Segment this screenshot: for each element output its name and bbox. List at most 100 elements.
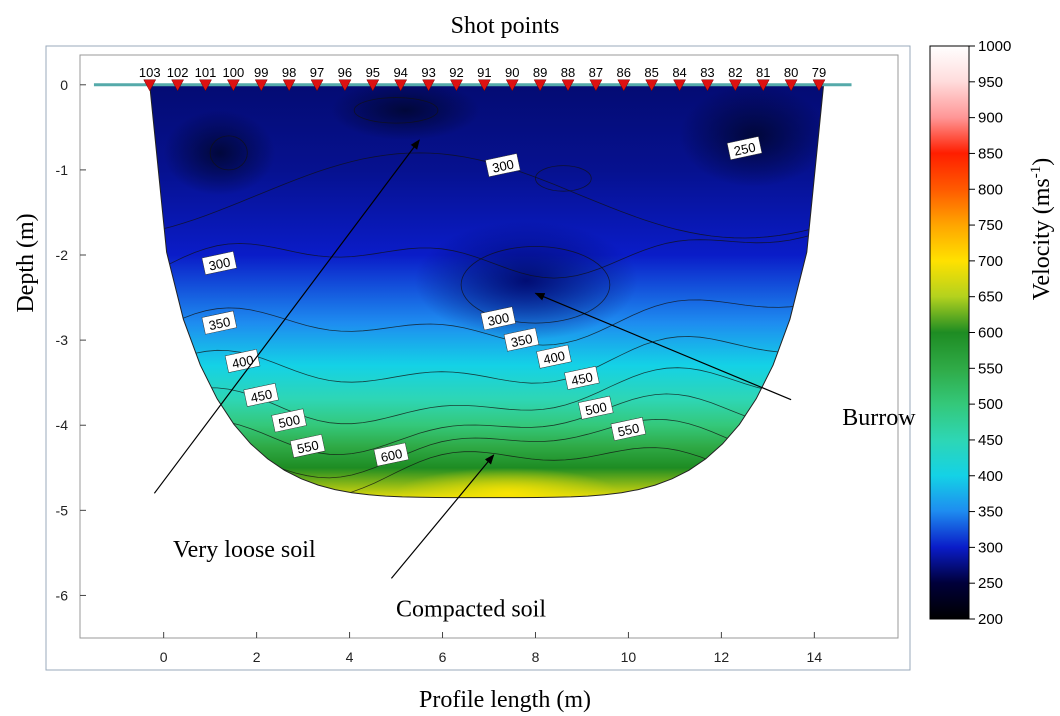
shot-point-label: 84 <box>672 65 686 80</box>
contour-label-text: 550 <box>296 437 320 456</box>
shot-point-marker <box>338 79 352 92</box>
y-tick-label: -1 <box>56 162 69 178</box>
shot-point-marker <box>226 79 240 92</box>
contour-line <box>149 393 824 456</box>
contour-label-box <box>201 251 238 275</box>
shot-point-label: 101 <box>195 65 217 80</box>
colorbar-tick-label: 350 <box>978 504 1003 521</box>
shot-point-marker <box>477 79 491 92</box>
annotation-arrow <box>534 292 792 401</box>
shot-point-label: 91 <box>477 65 491 80</box>
y-tick-label: -6 <box>56 587 69 603</box>
contour-label-text: 400 <box>542 348 566 367</box>
contour-label-text: 450 <box>570 369 594 388</box>
contour-label: 450 <box>243 383 279 407</box>
contour-label: 500 <box>271 408 307 433</box>
low-velocity-zone-west <box>163 110 276 196</box>
x-tick-label: 10 <box>621 649 637 665</box>
shot-point-marker <box>561 79 575 92</box>
shot-point-label: 85 <box>644 65 658 80</box>
shot-point-marker <box>394 79 408 92</box>
shot-point-label: 103 <box>139 65 161 80</box>
shot-point-label: 98 <box>282 65 296 80</box>
annotations: Very loose soil Compacted soil Burrow <box>153 139 916 623</box>
x-tick-label: 14 <box>807 649 823 665</box>
colorbar-tick-label: 600 <box>978 325 1003 342</box>
x-tick-label: 2 <box>253 649 261 665</box>
contour-label-box <box>224 348 261 373</box>
contour-label-box <box>536 344 572 369</box>
contour-label: 350 <box>503 327 540 352</box>
contour-label-box <box>271 408 307 433</box>
contour-loop <box>460 246 611 324</box>
colorbar-tick-label: 200 <box>978 611 1003 628</box>
section-outline <box>149 84 825 499</box>
contour-label-text: 500 <box>277 412 301 431</box>
colorbar-tick-label: 750 <box>978 217 1003 234</box>
shot-point-label: 83 <box>700 65 714 80</box>
colorbar-tick-label: 550 <box>978 360 1003 377</box>
shot-point-marker <box>143 79 157 92</box>
shot-point-label: 88 <box>561 65 575 80</box>
velocity-section <box>149 84 824 498</box>
annotation-label: Compacted soil <box>396 597 546 623</box>
shot-point-marker <box>673 79 686 92</box>
burrow-anomaly <box>414 220 638 341</box>
contour-label: 600 <box>373 442 410 467</box>
shot-point-label: 99 <box>254 65 268 80</box>
annotation-arrow <box>390 454 495 579</box>
shot-point-label: 96 <box>338 65 352 80</box>
contour-label-box <box>289 434 326 458</box>
contour-label: 300 <box>485 153 521 178</box>
contour-label: 550 <box>610 417 647 441</box>
shot-point-marker <box>310 79 324 92</box>
contour-label-box <box>610 417 647 441</box>
shot-point-marker <box>589 79 603 92</box>
colorbar-tick-label: 800 <box>978 181 1003 198</box>
x-tick-label: 0 <box>160 649 168 665</box>
x-tick-label: 6 <box>439 649 447 665</box>
colorbar-label-text: Velocity (ms <box>1029 178 1055 300</box>
contour-label-text: 300 <box>207 254 231 273</box>
shot-point-label: 82 <box>728 65 742 80</box>
contour-label-box <box>578 395 614 420</box>
shot-point-marker <box>812 79 826 92</box>
colorbar-tick-label: 450 <box>978 432 1003 449</box>
y-tick-label: -5 <box>56 502 69 518</box>
shot-point-marker <box>728 79 742 92</box>
shot-point-label: 93 <box>421 65 435 80</box>
contour-label-text: 300 <box>491 157 515 176</box>
shot-points: 103 102 101 100 99 98 97 96 95 94 93 92 91 90 89 88 87 86… <box>139 65 826 92</box>
contour-label: 350 <box>201 310 238 335</box>
shot-point-marker <box>171 79 185 92</box>
contour-label-box <box>373 442 410 467</box>
colorbar-tick-label: 400 <box>978 468 1003 485</box>
contour-label-text: 600 <box>379 446 403 465</box>
contour-line <box>149 230 824 279</box>
shot-point-label: 81 <box>756 65 770 80</box>
contour-loop <box>353 97 439 124</box>
shot-point-label: 87 <box>589 65 603 80</box>
chart-title: Shot points <box>451 13 560 39</box>
colorbar-tick-label: 500 <box>978 396 1003 413</box>
shot-point-marker <box>282 79 296 92</box>
shot-point-marker <box>422 79 436 92</box>
contour-loop <box>209 135 248 171</box>
contour-label-box <box>726 136 763 161</box>
contour-label-text: 450 <box>249 386 273 405</box>
colorbar-label-sup: -1 <box>1028 166 1044 179</box>
shot-point-label: 100 <box>223 65 245 80</box>
contour-label-text: 350 <box>509 331 533 350</box>
contour-line <box>149 299 824 346</box>
outer-frame <box>45 45 911 671</box>
contour-label: 450 <box>564 365 600 390</box>
contour-label-box <box>480 306 516 331</box>
contour-loop <box>535 165 592 192</box>
shot-point-marker <box>366 79 380 92</box>
y-tick-label: -3 <box>56 332 69 348</box>
shot-point-label: 102 <box>167 65 189 80</box>
x-axis-label: Profile length (m) <box>419 687 591 713</box>
colorbar-tick-label: 650 <box>978 289 1003 306</box>
colorbar-tick-label: 900 <box>978 110 1003 127</box>
